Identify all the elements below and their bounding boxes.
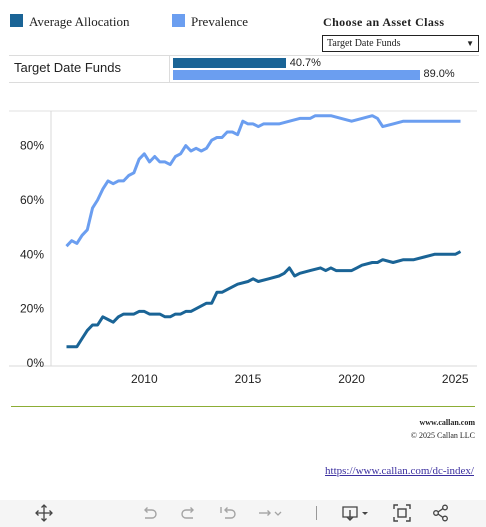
x-tick-label: 2025 bbox=[442, 372, 469, 386]
refresh-icon bbox=[259, 510, 282, 516]
x-tick-label: 2010 bbox=[131, 372, 158, 386]
viz-toolbar bbox=[0, 500, 486, 527]
legend-swatch-prevalence bbox=[172, 14, 185, 27]
legend-swatch-average-allocation bbox=[10, 14, 23, 27]
y-axis-ticks: 0% 20% 40% 60% 80% bbox=[20, 139, 44, 370]
source-link[interactable]: https://www.callan.com/dc-index/ bbox=[325, 465, 474, 477]
fullscreen-icon bbox=[393, 504, 411, 522]
revert-icon bbox=[220, 507, 236, 519]
series-line-average-allocation[interactable] bbox=[66, 250, 462, 349]
series-lines bbox=[65, 114, 462, 349]
download-button[interactable] bbox=[341, 504, 371, 522]
download-icon bbox=[342, 506, 368, 521]
x-tick-label: 2020 bbox=[338, 372, 365, 386]
allocation-bar bbox=[173, 58, 286, 68]
prevalence-bar bbox=[173, 70, 420, 80]
y-tick-label: 60% bbox=[20, 193, 44, 207]
fullscreen-button[interactable] bbox=[393, 504, 411, 522]
asset-class-select[interactable]: Target Date Funds ▼ bbox=[322, 35, 479, 52]
revert-button[interactable] bbox=[219, 504, 237, 522]
summary-bottom-border bbox=[9, 82, 479, 83]
move-button[interactable] bbox=[35, 504, 53, 522]
undo-icon bbox=[144, 507, 157, 519]
allocation-bar-label: 40.7% bbox=[289, 57, 321, 69]
dropdown-arrow-icon: ▼ bbox=[466, 39, 474, 48]
x-tick-label: 2015 bbox=[235, 372, 262, 386]
redo-icon bbox=[181, 507, 194, 519]
asset-class-select-value: Target Date Funds bbox=[327, 38, 401, 49]
summary-divider bbox=[169, 55, 170, 83]
footer-divider bbox=[11, 406, 475, 407]
summary-top-border bbox=[9, 55, 479, 56]
legend-label-prevalence: Prevalence bbox=[191, 14, 249, 29]
y-tick-label: 0% bbox=[27, 356, 45, 370]
legend-item-prevalence[interactable]: Prevalence bbox=[172, 14, 248, 30]
summary-row-label: Target Date Funds bbox=[14, 60, 121, 75]
credit-website: www.callan.com bbox=[419, 418, 475, 427]
redo-button[interactable] bbox=[180, 504, 198, 522]
share-icon bbox=[433, 504, 448, 522]
prevalence-bar-label: 89.0% bbox=[423, 68, 455, 80]
asset-class-selector-title: Choose an Asset Class bbox=[323, 15, 445, 29]
legend-item-average-allocation[interactable]: Average Allocation bbox=[10, 14, 129, 30]
y-tick-label: 20% bbox=[20, 302, 44, 316]
move-icon bbox=[35, 504, 53, 522]
share-button[interactable] bbox=[432, 504, 450, 522]
legend-label-average-allocation: Average Allocation bbox=[29, 14, 130, 29]
line-chart: 0% 20% 40% 60% 80% 2010 2015 2020 2025 bbox=[9, 110, 477, 386]
x-axis-ticks: 2010 2015 2020 2025 bbox=[131, 372, 469, 386]
y-tick-label: 80% bbox=[20, 139, 44, 153]
undo-button[interactable] bbox=[140, 504, 158, 522]
y-tick-label: 40% bbox=[20, 247, 44, 261]
toolbar-separator bbox=[316, 506, 317, 520]
credit-copyright: © 2025 Callan LLC bbox=[410, 431, 475, 440]
refresh-button[interactable] bbox=[257, 504, 283, 522]
series-line-prevalence[interactable] bbox=[65, 114, 461, 248]
